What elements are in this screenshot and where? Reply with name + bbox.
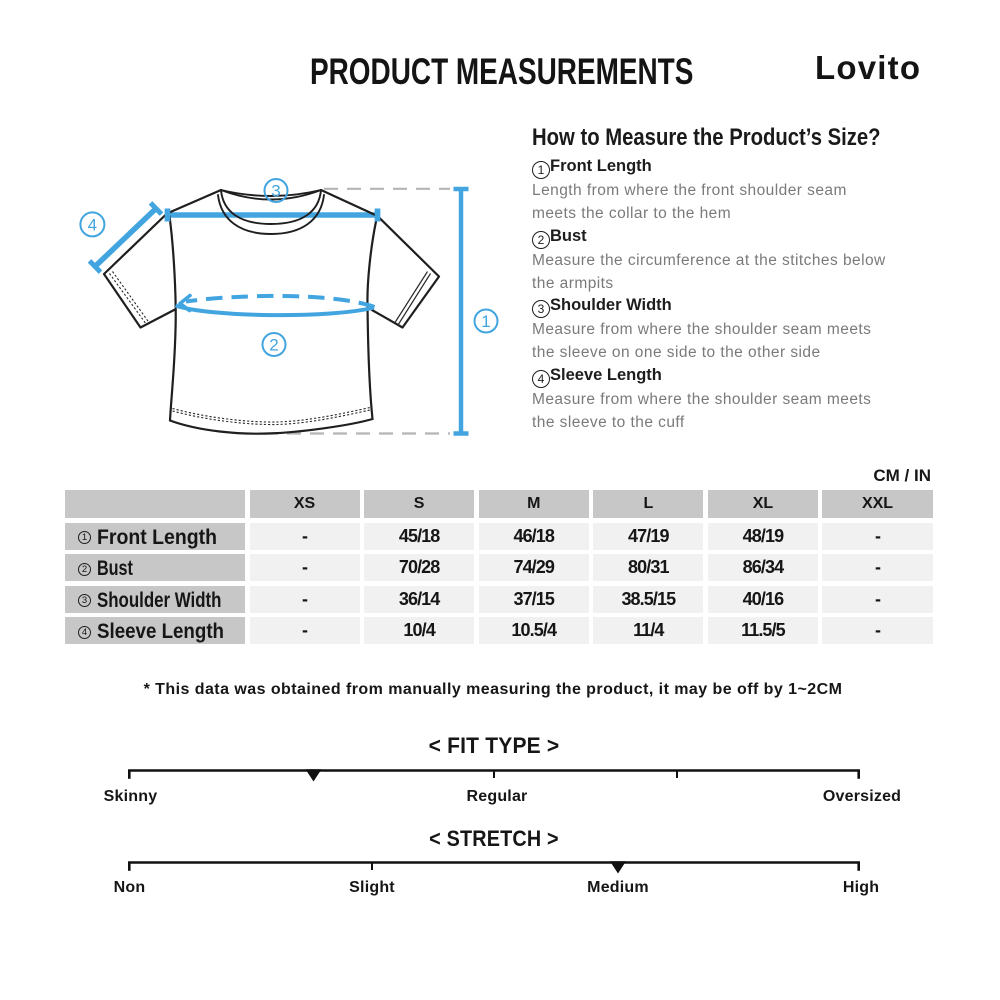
svg-text:4: 4 — [88, 215, 97, 234]
svg-text:2: 2 — [269, 336, 278, 355]
svg-text:1: 1 — [481, 312, 490, 331]
svg-text:3: 3 — [271, 182, 280, 201]
